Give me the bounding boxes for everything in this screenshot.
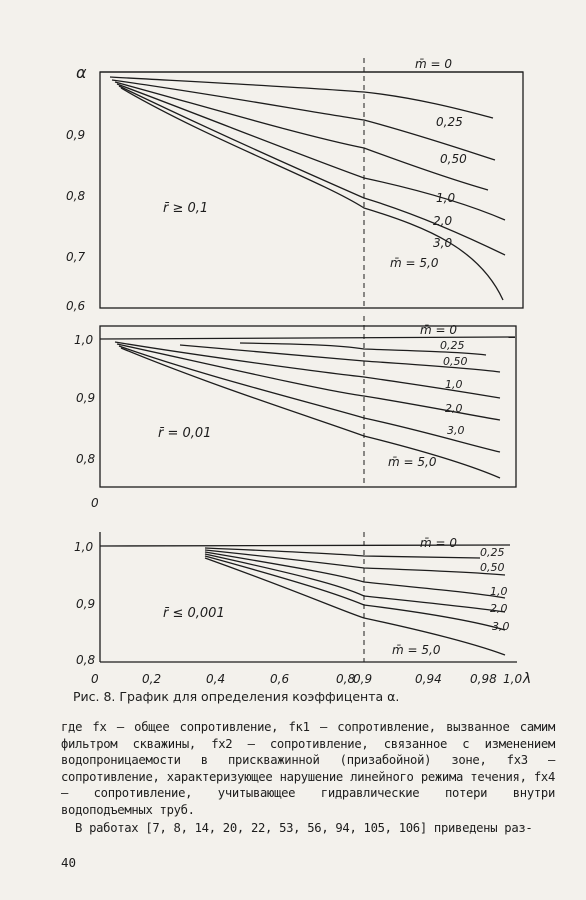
y-axis-symbol: α <box>76 63 87 82</box>
curve-label: m̄ = 0 <box>420 536 457 550</box>
panel-top: α 0,9 0,8 0,7 0,6 m̄ = 0 0,25 0,50 1,0 2… <box>66 57 524 313</box>
x-tick: 0 <box>91 672 99 686</box>
x-tick: 0 <box>91 496 99 510</box>
curve-m050 <box>179 344 501 373</box>
curve-label: 1,0 <box>436 191 455 205</box>
curve-m050 <box>111 79 496 161</box>
panel-bottom: 1,0 0,9 0,8 m̄ = 0 0,25 0,50 1,0 2,0 3,0… <box>74 532 531 687</box>
curve-label: 0,50 <box>440 152 467 166</box>
panel-middle: 1,0 0,9 0,8 m̄ = 0 0,25 0,50 1,0 2,0 3,0… <box>74 316 517 510</box>
curve-m0 <box>99 544 511 547</box>
curve-label: 2,0 <box>490 602 508 615</box>
page-number: 40 <box>61 855 77 870</box>
y-tick: 1,0 <box>74 333 93 347</box>
body-text: где fx — общее сопротивление, fк1 — сопр… <box>61 719 555 836</box>
curve-label: 0,25 <box>436 115 463 129</box>
y-tick: 0,7 <box>66 250 85 264</box>
curve-m3 <box>204 555 506 631</box>
coefficient-chart-figure: α 0,9 0,8 0,7 0,6 m̄ = 0 0,25 0,50 1,0 2… <box>66 57 531 687</box>
curve-label: m̄ = 0 <box>415 57 452 71</box>
curve-m5 <box>120 87 504 301</box>
curve-m0 <box>99 336 516 340</box>
curve-m025 <box>109 76 494 119</box>
curve-label: 0,25 <box>480 546 505 559</box>
y-tick: 0,9 <box>76 391 95 405</box>
curve-label: m̄ = 0 <box>420 323 457 337</box>
paragraph: В работах [7, 8, 14, 20, 22, 53, 56, 94,… <box>75 820 533 835</box>
parameter-label: r̄ = 0,01 <box>158 426 211 441</box>
curve-label: 0,50 <box>443 355 468 368</box>
y-tick: 1,0 <box>74 540 93 554</box>
y-tick: 0,6 <box>66 299 85 313</box>
curve-label: 1,0 <box>490 585 508 598</box>
x-tick: 0,4 <box>206 672 225 686</box>
y-tick: 0,9 <box>66 128 85 142</box>
x-axis-ticks: 0 0,2 0,4 0,6 0,8 0,9 0,94 0,98 1,0 λ <box>91 671 531 687</box>
curve-m2 <box>116 343 501 421</box>
curve-m050 <box>204 549 506 576</box>
curve-m2 <box>204 553 506 613</box>
curve-m3 <box>118 345 501 453</box>
figure-caption: Рис. 8. График для определения коэффицен… <box>73 689 400 704</box>
curve-m025 <box>239 342 487 356</box>
curve-m3 <box>118 85 506 256</box>
curve-label: 0,25 <box>440 339 465 352</box>
curve-label: 3,0 <box>433 236 452 250</box>
y-tick: 0,8 <box>76 452 95 466</box>
y-tick: 0,8 <box>66 189 85 203</box>
parameter-label: r̄ ≥ 0,1 <box>163 201 208 216</box>
curve-m5 <box>204 557 506 656</box>
curve-m2 <box>116 83 506 221</box>
x-tick: 0,98 <box>470 672 497 686</box>
curve-m025 <box>204 547 481 559</box>
curve-label: m̄ = 5,0 <box>390 256 439 270</box>
x-tick: 0,9 <box>353 672 372 686</box>
x-tick: 0,6 <box>270 672 289 686</box>
curve-m1 <box>204 551 506 599</box>
x-tick: 1,0 <box>503 672 522 686</box>
y-tick: 0,9 <box>76 597 95 611</box>
curve-m1 <box>114 341 501 399</box>
x-tick: 0,2 <box>142 672 161 686</box>
curve-m5 <box>120 347 501 479</box>
curve-label: 2,0 <box>433 214 452 228</box>
curve-label: 0,50 <box>480 561 505 574</box>
parameter-label: r̄ ≤ 0,001 <box>163 606 225 621</box>
curve-label: 3,0 <box>447 424 465 437</box>
x-axis-symbol: λ <box>522 671 531 687</box>
x-tick: 0,94 <box>415 672 442 686</box>
curve-label: 3,0 <box>492 620 510 633</box>
paragraph: где fx — общее сопротивление, fк1 — сопр… <box>61 720 555 817</box>
y-tick: 0,8 <box>76 653 95 667</box>
curve-label: 1,0 <box>445 378 463 391</box>
curve-label: 2,0 <box>445 402 463 415</box>
curve-label: m̄ = 5,0 <box>388 455 437 469</box>
curve-label: m̄ = 5,0 <box>392 643 441 657</box>
x-tick: 0,8 <box>336 672 355 686</box>
curve-m1 <box>114 81 489 191</box>
